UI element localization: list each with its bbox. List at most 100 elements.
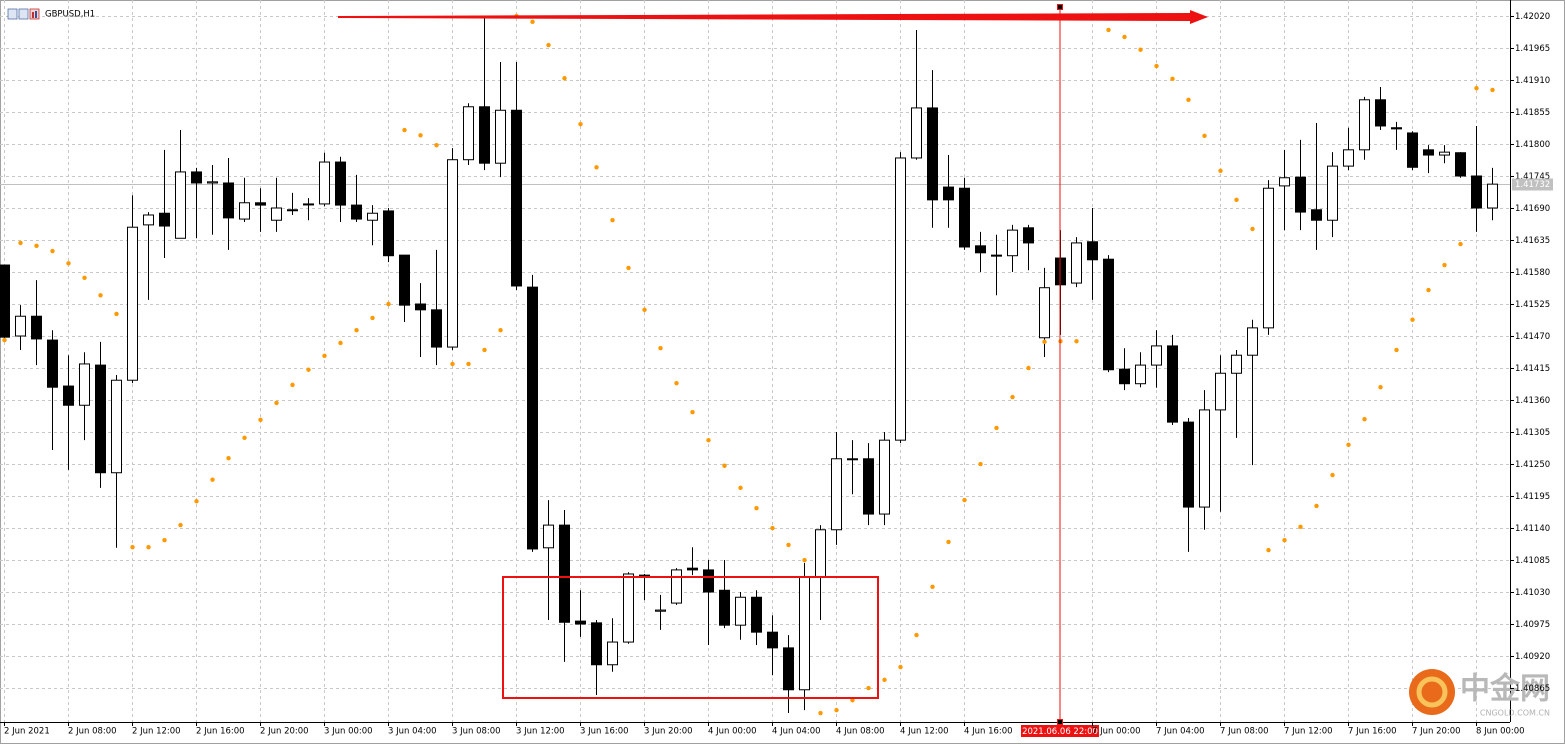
sar-dot xyxy=(690,410,695,415)
sar-dot xyxy=(1346,442,1351,448)
candle-body xyxy=(991,254,1002,257)
plot xyxy=(0,13,1498,716)
sar-dot xyxy=(322,353,327,358)
sar-dot xyxy=(274,400,279,406)
candle-body xyxy=(911,107,922,159)
watermark: 中金网 CNGOLD.COM.CN xyxy=(1409,669,1550,718)
sar-dot xyxy=(802,557,807,563)
candle-body xyxy=(607,641,618,666)
sar-dot xyxy=(946,539,951,545)
candle-body xyxy=(191,171,202,184)
sar-dot xyxy=(466,361,471,367)
sar-dot xyxy=(1330,472,1335,478)
sar-dot xyxy=(258,417,263,422)
sar-dot xyxy=(418,133,423,138)
sar-dot xyxy=(834,707,839,713)
candle-body xyxy=(175,171,186,239)
sar-dot xyxy=(1458,241,1463,247)
candle-body xyxy=(559,524,570,623)
candle-body xyxy=(1439,151,1450,156)
sar-dot xyxy=(82,275,87,281)
sar-dot xyxy=(1474,85,1479,91)
candle-body xyxy=(527,286,538,550)
x-tick-label: 3 Jun 16:00 xyxy=(580,727,629,737)
sar-dot xyxy=(242,435,247,441)
sar-dot xyxy=(290,382,295,388)
candle-body xyxy=(1423,149,1434,156)
candle-body xyxy=(319,161,330,205)
sar-dot xyxy=(194,499,199,504)
candle-body xyxy=(943,186,954,201)
candle-body xyxy=(1119,368,1130,385)
sar-dot xyxy=(18,240,23,246)
candle-body xyxy=(15,315,26,337)
sar-dot xyxy=(130,545,135,550)
sar-dot xyxy=(1218,168,1223,173)
x-tick-label: 3 Jun 12:00 xyxy=(516,727,565,737)
candle-body xyxy=(0,264,10,338)
sar-dot xyxy=(546,42,551,48)
vline-label: 2021.06.06 22:00 xyxy=(1022,727,1098,737)
candle-body xyxy=(1263,187,1274,329)
highlight-box xyxy=(502,576,879,699)
sar-dot xyxy=(1154,63,1159,69)
sar-dot xyxy=(338,340,343,346)
candle-body xyxy=(1295,176,1306,213)
candle-body xyxy=(399,254,410,306)
candle-body xyxy=(127,226,138,381)
candle-body xyxy=(1279,177,1290,187)
candle-body xyxy=(1391,127,1402,130)
sar-dot xyxy=(370,315,375,321)
watermark-site: CNGOLD.COM.CN xyxy=(1480,709,1550,718)
candle-body xyxy=(287,209,298,212)
y-tick-label: 1.41745 xyxy=(1515,172,1550,182)
y-tick-label: 1.41580 xyxy=(1515,268,1550,278)
candle-body xyxy=(719,589,730,626)
sar-dot xyxy=(482,347,487,353)
sar-dot xyxy=(178,522,183,528)
candle-body xyxy=(1471,175,1482,209)
candle-body xyxy=(591,622,602,666)
sar-dot xyxy=(882,677,887,683)
sar-dot xyxy=(1362,417,1367,422)
sar-dot xyxy=(226,455,231,461)
y-tick-label: 1.41470 xyxy=(1515,332,1550,342)
trend-arrow xyxy=(338,10,1208,24)
candle-body xyxy=(1311,209,1322,221)
candle-body xyxy=(863,458,874,515)
candle-body xyxy=(1455,152,1466,177)
sar-dot xyxy=(610,218,615,223)
sar-dot xyxy=(66,261,71,266)
chart-title: GBPUSD,H1 xyxy=(45,10,95,20)
sar-dot xyxy=(594,165,599,170)
candle-body xyxy=(687,567,698,571)
sar-dot xyxy=(1202,133,1207,139)
y-tick-label: 1.41800 xyxy=(1515,140,1550,150)
x-tick-label: 2 Jun 08:00 xyxy=(68,727,117,737)
symbol-icon xyxy=(7,8,40,20)
candle-body xyxy=(303,203,314,206)
y-tick-label: 1.41965 xyxy=(1515,44,1550,54)
sar-dot xyxy=(1138,47,1143,52)
candle-body xyxy=(111,379,122,474)
sar-dot xyxy=(722,463,727,468)
x-tick-label: 2 Jun 12:00 xyxy=(132,727,181,737)
candle-body xyxy=(1071,242,1082,284)
candle-body xyxy=(783,647,794,691)
sar-dot xyxy=(786,542,791,548)
candle-body xyxy=(735,596,746,626)
x-tick-label: 3 Jun 04:00 xyxy=(388,727,437,737)
sar-dot xyxy=(1282,538,1287,543)
y-tick-label: 1.40865 xyxy=(1515,684,1550,694)
candle-body xyxy=(271,207,282,221)
candle-body xyxy=(335,161,346,206)
y-tick-label: 1.41250 xyxy=(1515,460,1550,470)
candle-body xyxy=(367,212,378,221)
candle-body xyxy=(847,458,858,461)
candle-body xyxy=(63,385,74,406)
candle-body xyxy=(495,109,506,164)
candle-body xyxy=(1183,421,1194,508)
candle-body xyxy=(415,303,426,311)
sar-dot xyxy=(450,361,455,367)
